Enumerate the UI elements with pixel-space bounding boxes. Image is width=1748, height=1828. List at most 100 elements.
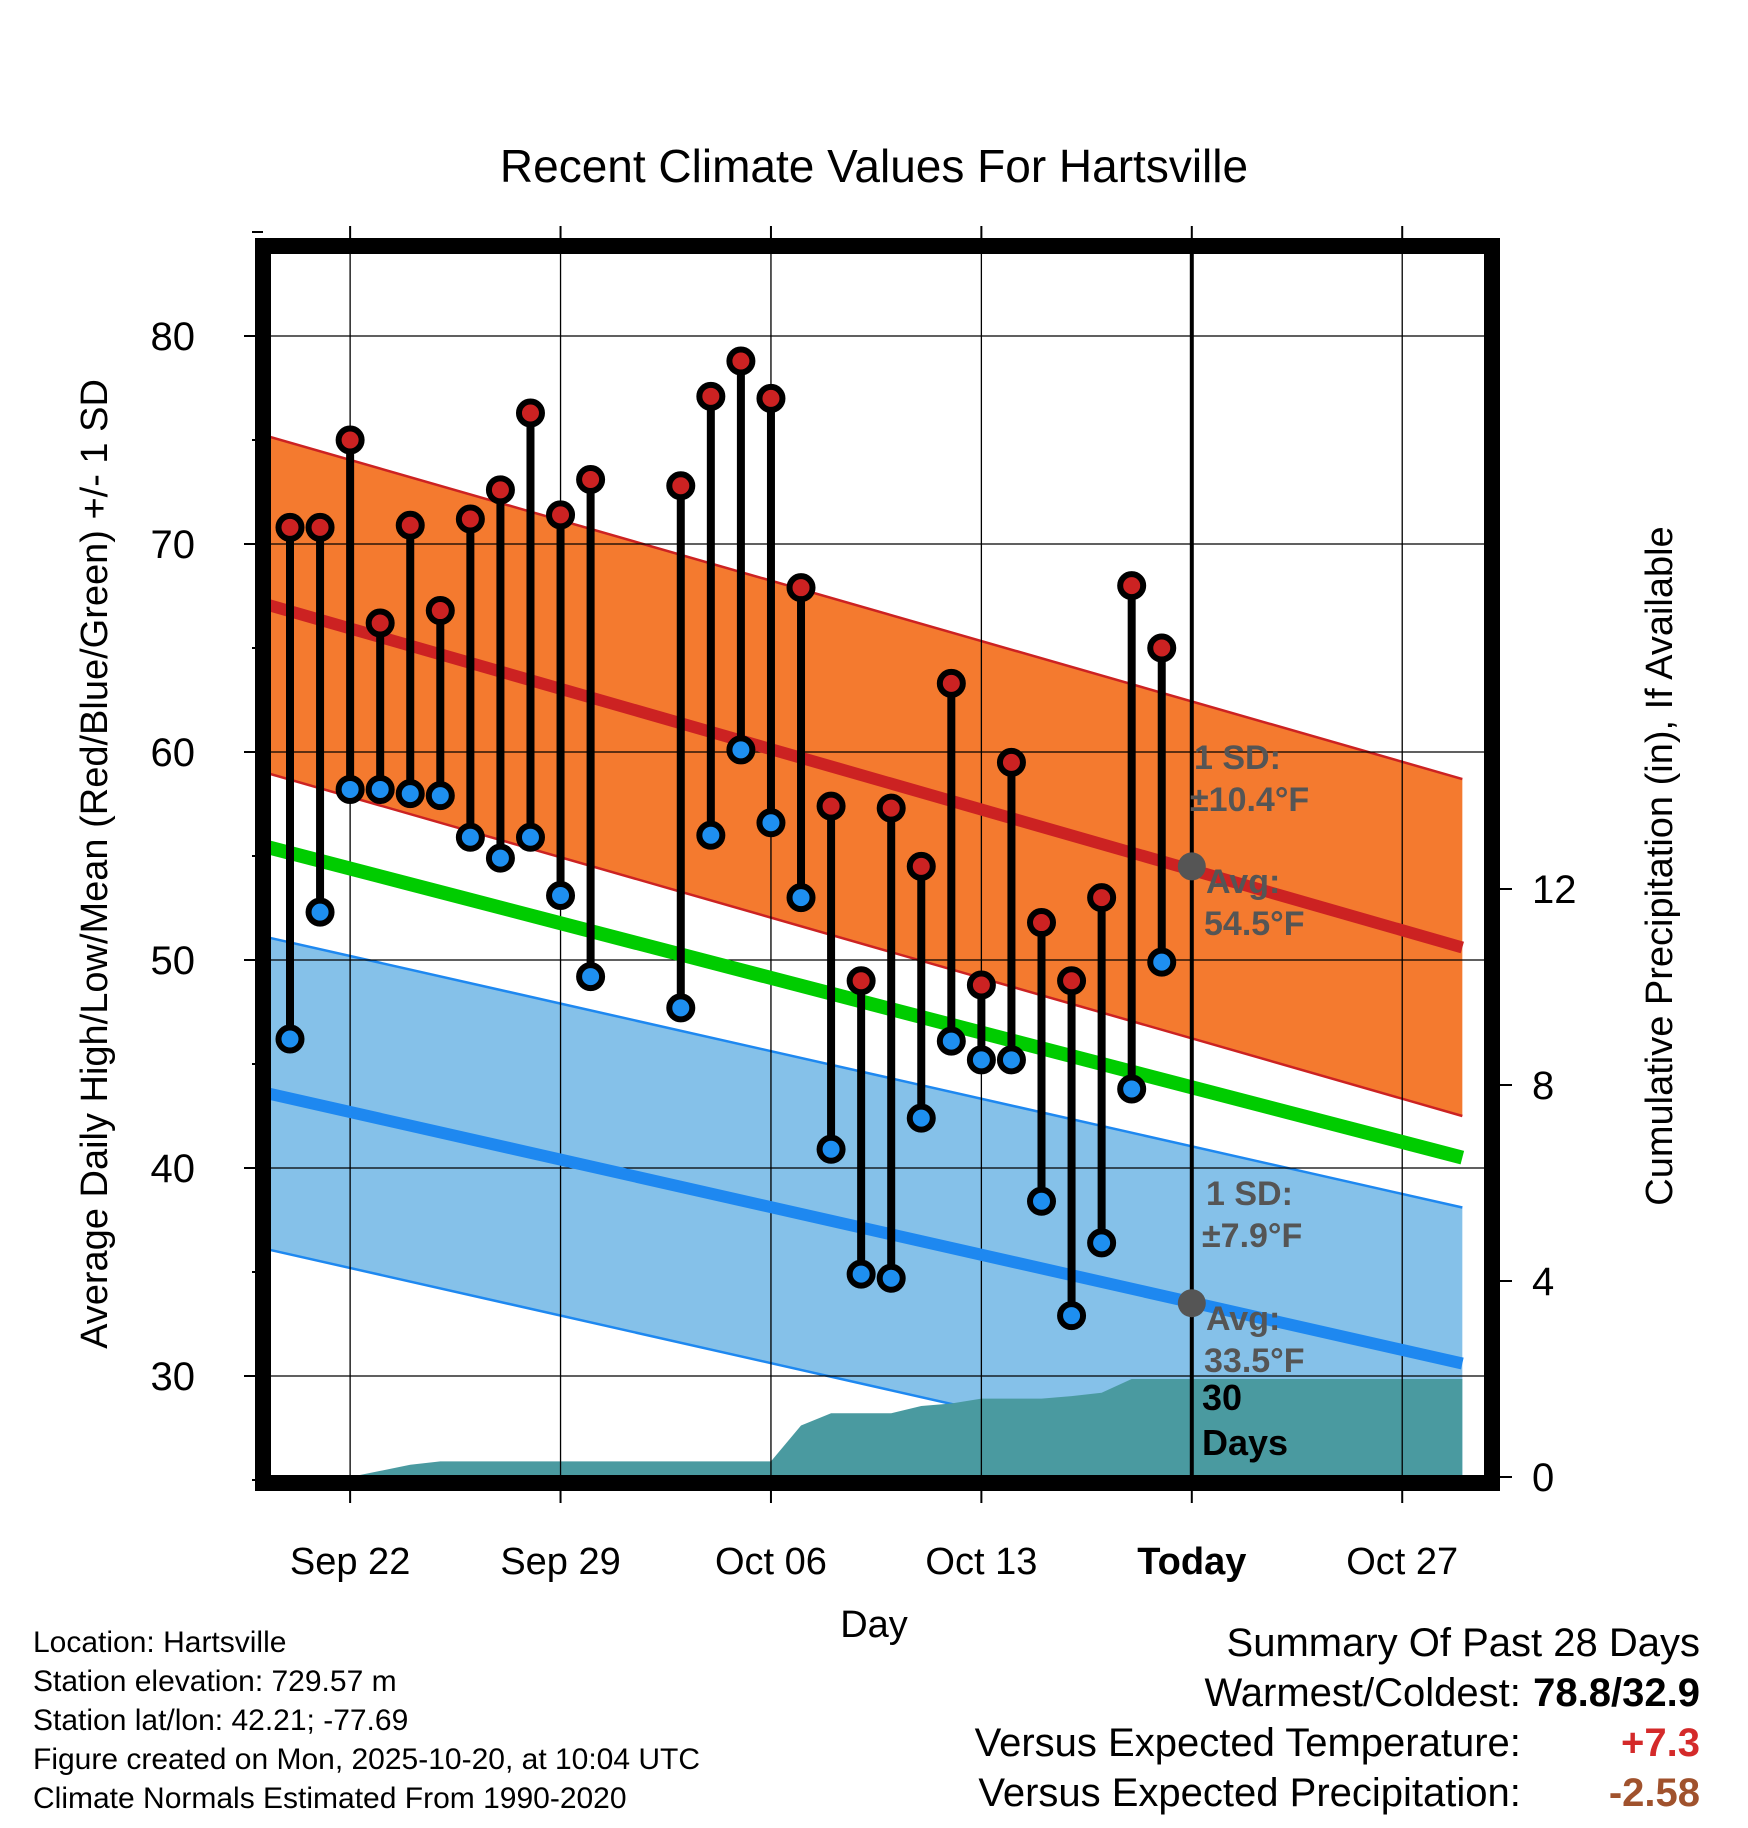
obs-low-25 — [1027, 1186, 1056, 1216]
precip-departure-value: -2.58 — [1608, 1771, 1700, 1815]
normal-low-upper-edge — [271, 936, 1463, 1209]
obs-high-0 — [275, 512, 305, 542]
station-info: Location: Hartsville Station elevation: … — [33, 1623, 700, 1818]
summary-precip-row: Versus Expected Precipitation: -2.58 — [975, 1768, 1700, 1818]
summary-temp-row: Versus Expected Temperature: +7.3 — [975, 1718, 1700, 1768]
obs-high-23 — [966, 970, 996, 1000]
x-tick-label-37: Oct 27 — [1346, 1541, 1458, 1583]
obs-high-14 — [696, 381, 726, 411]
x-tick-label-9: Sep 29 — [500, 1541, 620, 1583]
info-elevation: Station elevation: 729.57 m — [33, 1665, 397, 1698]
obs-high-19 — [846, 966, 876, 996]
obs-low-22 — [936, 1026, 966, 1056]
obs-high-4 — [395, 510, 425, 540]
normal-high-upper-edge — [271, 435, 1463, 781]
obs-high-8 — [515, 398, 545, 428]
x-tick-label-2: Sep 22 — [290, 1541, 410, 1583]
window-label-number: 30 — [1202, 1377, 1242, 1418]
info-created: Figure created on Mon, 2025-10-20, at 10… — [33, 1743, 701, 1776]
y2-tick-label-8: 8 — [1532, 1064, 1554, 1108]
obs-high-5 — [425, 596, 455, 626]
warm-cold-label: Warmest/Coldest: — [1204, 1671, 1521, 1715]
obs-low-13 — [666, 993, 696, 1023]
obs-low-17 — [786, 883, 816, 913]
high-avg-label: Avg: — [1206, 863, 1280, 901]
info-normals: Climate Normals Estimated From 1990-2020 — [33, 1782, 627, 1815]
y2-tick-label-12: 12 — [1532, 868, 1577, 912]
normal-high-lower-edge — [271, 772, 1463, 1118]
obs-high-10 — [576, 465, 606, 495]
normal-high-line — [271, 599, 1464, 954]
obs-low-29 — [1147, 947, 1177, 977]
obs-low-23 — [966, 1045, 996, 1075]
low-avg-label: Avg: — [1206, 1300, 1280, 1338]
obs-high-27 — [1087, 883, 1117, 913]
obs-high-7 — [485, 475, 515, 505]
obs-high-18 — [816, 791, 846, 821]
low-sd-value: ±7.9°F — [1202, 1217, 1302, 1255]
obs-high-16 — [756, 383, 786, 413]
obs-high-24 — [996, 747, 1026, 777]
chart-title: Recent Climate Values For Hartsville — [500, 140, 1248, 192]
y-tick-label-50: 50 — [151, 939, 196, 983]
obs-high-28 — [1117, 571, 1147, 601]
obs-low-27 — [1087, 1228, 1117, 1258]
normal-low-band — [271, 938, 1463, 1475]
window-label-unit: Days — [1202, 1422, 1288, 1463]
obs-low-28 — [1117, 1074, 1147, 1104]
obs-high-20 — [876, 793, 906, 823]
obs-low-16 — [756, 808, 786, 838]
warm-cold-value: 78.8/32.9 — [1533, 1671, 1700, 1715]
obs-high-17 — [786, 573, 816, 603]
obs-low-19 — [846, 1259, 876, 1289]
y-tick-label-40: 40 — [151, 1147, 196, 1191]
obs-low-10 — [576, 962, 606, 992]
precip-departure-label: Versus Expected Precipitation: — [978, 1771, 1521, 1815]
precip-area — [271, 1379, 1463, 1475]
normal-mean-line — [271, 840, 1465, 1165]
y2-tick-label-0: 0 — [1532, 1456, 1554, 1500]
obs-high-9 — [546, 500, 576, 530]
y-tick-label-30: 30 — [151, 1355, 196, 1399]
info-latlon: Station lat/lon: 42.21; -77.69 — [33, 1704, 409, 1737]
y-axis-label: Average Daily High/Low/Mean (Red/Blue/Gr… — [74, 379, 116, 1349]
obs-low-8 — [515, 822, 545, 852]
obs-low-4 — [395, 779, 425, 809]
obs-high-3 — [365, 608, 395, 638]
obs-high-2 — [335, 425, 365, 455]
obs-low-3 — [365, 774, 395, 804]
obs-low-6 — [455, 822, 485, 852]
obs-low-7 — [485, 843, 515, 873]
summary-title: Summary Of Past 28 Days — [1226, 1621, 1700, 1665]
obs-low-20 — [876, 1263, 906, 1293]
y-tick-label-80: 80 — [151, 315, 196, 359]
obs-low-18 — [816, 1134, 846, 1164]
normal-low-line — [271, 1087, 1464, 1370]
obs-low-15 — [726, 735, 756, 765]
plot-frame — [255, 238, 1500, 1491]
temp-departure-value: +7.3 — [1621, 1721, 1700, 1765]
low-today-marker — [1177, 1289, 1206, 1318]
obs-high-1 — [305, 512, 335, 542]
obs-low-21 — [906, 1103, 936, 1133]
obs-high-21 — [906, 851, 936, 881]
obs-low-2 — [335, 774, 365, 804]
info-location: Location: Hartsville — [33, 1626, 287, 1659]
high-today-marker — [1177, 852, 1206, 881]
obs-high-25 — [1027, 908, 1056, 938]
obs-high-13 — [666, 471, 696, 501]
x-axis-label: Day — [840, 1604, 908, 1646]
x-tick-label-30: Today — [1137, 1541, 1246, 1583]
high-sd-value: ±10.4°F — [1190, 781, 1309, 819]
y-tick-label-70: 70 — [151, 523, 196, 567]
y2-axis-label: Cumulative Precipitation (in), If Availa… — [1639, 526, 1681, 1205]
summary-warm-cold-row: Warmest/Coldest: 78.8/32.9 — [975, 1668, 1701, 1718]
obs-high-29 — [1147, 633, 1177, 663]
obs-high-26 — [1057, 966, 1087, 996]
obs-low-5 — [425, 781, 455, 811]
summary-panel: Summary Of Past 28 Days Warmest/Coldest:… — [975, 1618, 1700, 1818]
obs-low-14 — [696, 820, 726, 850]
obs-high-15 — [726, 346, 756, 376]
y-tick-label-60: 60 — [151, 731, 196, 775]
